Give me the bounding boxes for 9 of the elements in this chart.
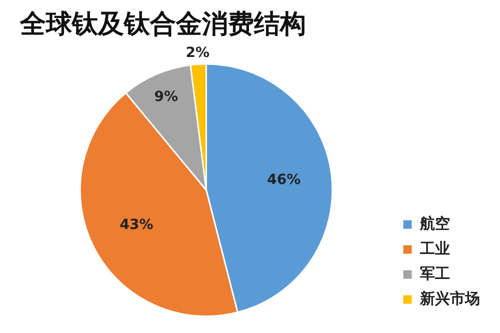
data-label: 46% [267,172,301,188]
legend-label: 军工 [420,264,450,282]
data-label: 9% [154,89,178,106]
data-label: 2% [186,44,210,61]
chart-title: 全球钛及钛合金消费结构 [19,9,306,40]
data-label: 43% [120,217,154,234]
legend-label: 航空 [419,214,450,232]
legend-label: 工业 [419,239,450,258]
legend-label: 新兴市场 [419,289,480,308]
